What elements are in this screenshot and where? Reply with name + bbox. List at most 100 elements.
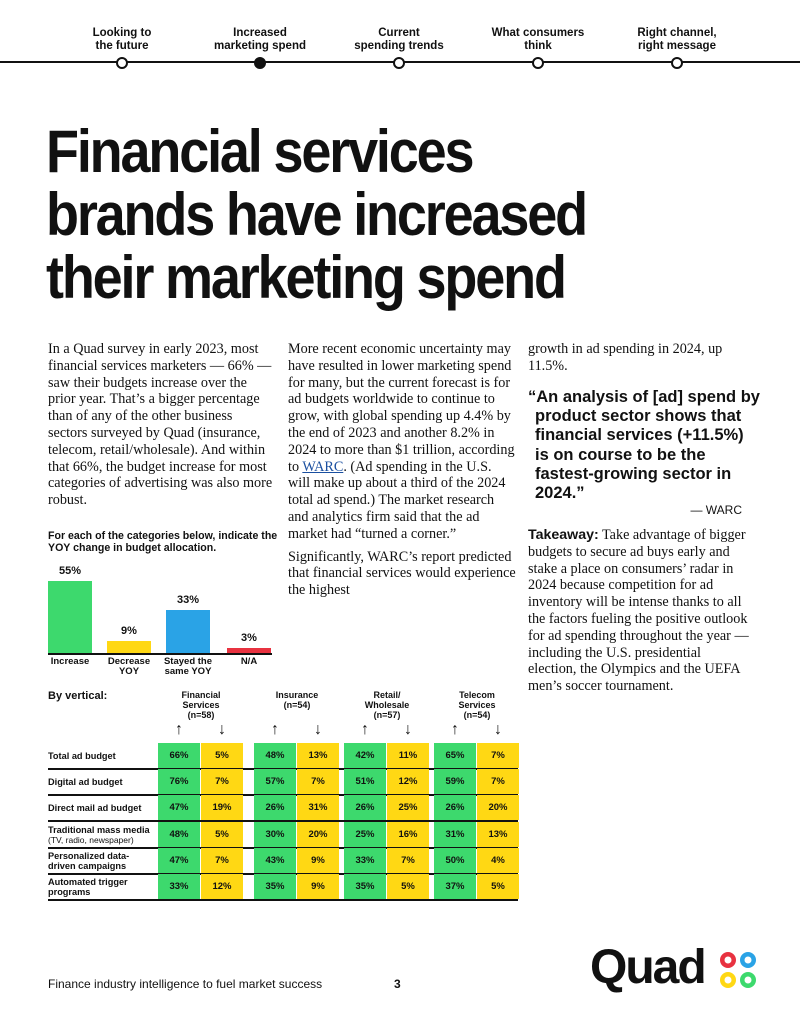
decrease-cell: 5% bbox=[387, 874, 429, 899]
increase-cell: 33% bbox=[158, 874, 200, 899]
decrease-cell: 11% bbox=[387, 743, 429, 768]
decrease-cell: 5% bbox=[477, 874, 519, 899]
quad-logo: Quad bbox=[590, 940, 758, 995]
increase-cell: 30% bbox=[254, 822, 296, 847]
decrease-cell: 19% bbox=[201, 795, 243, 820]
decrease-cell: 16% bbox=[387, 822, 429, 847]
takeaway-text: Take advantage of bigger budgets to secu… bbox=[528, 527, 749, 695]
decrease-cell: 13% bbox=[297, 743, 339, 768]
bar-category-label: N/A bbox=[240, 656, 258, 667]
increase-cell: 57% bbox=[254, 769, 296, 794]
chart-title: For each of the categories below, indica… bbox=[48, 530, 278, 554]
up-arrow-icon: ↑ bbox=[451, 721, 459, 738]
nav-dot-5[interactable] bbox=[671, 57, 683, 69]
takeaway-block: Takeaway: Take advantage of bigger budge… bbox=[528, 527, 750, 701]
decrease-cell: 7% bbox=[297, 769, 339, 794]
increase-cell: 51% bbox=[344, 769, 386, 794]
increase-cell: 43% bbox=[254, 848, 296, 873]
increase-cell: 26% bbox=[434, 795, 476, 820]
nav-dot-1[interactable] bbox=[116, 57, 128, 69]
nav-dot-3[interactable] bbox=[393, 57, 405, 69]
forecast-paragraph: More recent economic uncertainty may hav… bbox=[288, 341, 515, 542]
logo-mark-icon bbox=[720, 952, 757, 989]
bar-category-label: Increase bbox=[50, 656, 90, 667]
nav-dot-4[interactable] bbox=[532, 57, 544, 69]
increase-cell: 50% bbox=[434, 848, 476, 873]
bar-value-label: 33% bbox=[176, 593, 200, 606]
takeaway-label: Takeaway: bbox=[528, 527, 599, 543]
table-row-label: Automated trigger programs bbox=[48, 877, 128, 897]
table-row-label: Direct mail ad budget bbox=[48, 803, 142, 813]
decrease-cell: 4% bbox=[477, 848, 519, 873]
up-arrow-icon: ↑ bbox=[271, 721, 279, 738]
increase-cell: 37% bbox=[434, 874, 476, 899]
decrease-cell: 12% bbox=[387, 769, 429, 794]
title-line-1: Financial services bbox=[46, 118, 475, 185]
growth-paragraph: growth in ad spending in 2024, up 11.5%. bbox=[528, 341, 723, 374]
up-arrow-icon: ↑ bbox=[361, 721, 369, 738]
increase-cell: 26% bbox=[254, 795, 296, 820]
title-line-2: brands have increased bbox=[46, 181, 588, 248]
footer-text: Finance industry intelligence to fuel ma… bbox=[48, 977, 323, 991]
decrease-cell: 12% bbox=[201, 874, 243, 899]
decrease-cell: 7% bbox=[201, 769, 243, 794]
increase-cell: 33% bbox=[344, 848, 386, 873]
table-heading: By vertical: bbox=[48, 690, 108, 702]
decrease-cell: 9% bbox=[297, 874, 339, 899]
nav-item-4[interactable]: What consumers think bbox=[491, 27, 585, 52]
group-header: Insurance (n=54) bbox=[275, 690, 319, 710]
pull-quote: “An analysis of [ad] spend by product se… bbox=[528, 388, 760, 503]
page-number: 3 bbox=[394, 977, 401, 991]
decrease-cell: 7% bbox=[387, 848, 429, 873]
warc-link[interactable]: WARC bbox=[302, 458, 344, 475]
decrease-cell: 7% bbox=[477, 743, 519, 768]
decrease-cell: 13% bbox=[477, 822, 519, 847]
table-row-divider bbox=[48, 847, 518, 849]
increase-cell: 47% bbox=[158, 848, 200, 873]
nav-item-5[interactable]: Right channel, right message bbox=[637, 27, 717, 52]
chart-baseline bbox=[48, 653, 272, 655]
increase-cell: 47% bbox=[158, 795, 200, 820]
increase-cell: 42% bbox=[344, 743, 386, 768]
table-row-label: Digital ad budget bbox=[48, 777, 123, 787]
logo-wordmark: Quad bbox=[590, 941, 707, 994]
quote-attribution: — WARC bbox=[690, 503, 742, 517]
nav-dot-2[interactable] bbox=[254, 57, 266, 69]
table-row-label: Total ad budget bbox=[48, 751, 116, 761]
page-title: Financial services brands have increased… bbox=[46, 120, 694, 309]
increase-cell: 65% bbox=[434, 743, 476, 768]
increase-cell: 76% bbox=[158, 769, 200, 794]
table-row-label: Traditional mass media (TV, radio, newspa… bbox=[48, 825, 150, 845]
increase-cell: 59% bbox=[434, 769, 476, 794]
down-arrow-icon: ↓ bbox=[314, 721, 322, 738]
nav-item-2[interactable]: Increased marketing spend bbox=[213, 27, 307, 52]
bar-stayed-the-same-yoy bbox=[166, 609, 210, 653]
group-header: Telecom Services (n=54) bbox=[458, 690, 496, 720]
decrease-cell: 7% bbox=[477, 769, 519, 794]
decrease-cell: 20% bbox=[297, 822, 339, 847]
bar-value-label: 55% bbox=[58, 565, 82, 577]
increase-cell: 35% bbox=[254, 874, 296, 899]
increase-cell: 31% bbox=[434, 822, 476, 847]
bar-decrease-yoy bbox=[107, 641, 151, 653]
nav-item-1[interactable]: Looking to the future bbox=[92, 27, 152, 52]
column-1: In a Quad survey in early 2023, most fin… bbox=[48, 341, 274, 515]
decrease-cell: 5% bbox=[201, 822, 243, 847]
decrease-cell: 7% bbox=[201, 848, 243, 873]
bar-category-label: Stayed the same YOY bbox=[163, 656, 213, 677]
bar-n-a bbox=[227, 648, 271, 653]
group-header: Financial Services (n=58) bbox=[181, 690, 221, 720]
group-header: Retail/Wholesale (n=57) bbox=[364, 690, 410, 720]
intro-paragraph: In a Quad survey in early 2023, most fin… bbox=[48, 341, 273, 509]
decrease-cell: 5% bbox=[201, 743, 243, 768]
increase-cell: 35% bbox=[344, 874, 386, 899]
nav-item-3[interactable]: Current spending trends bbox=[354, 27, 444, 52]
up-arrow-icon: ↑ bbox=[175, 721, 183, 738]
decrease-cell: 25% bbox=[387, 795, 429, 820]
bar-category-label: Decrease YOY bbox=[107, 656, 151, 677]
increase-cell: 66% bbox=[158, 743, 200, 768]
decrease-cell: 31% bbox=[297, 795, 339, 820]
column-2: More recent economic uncertainty may hav… bbox=[288, 341, 516, 605]
bar-increase bbox=[48, 581, 92, 653]
decrease-cell: 20% bbox=[477, 795, 519, 820]
